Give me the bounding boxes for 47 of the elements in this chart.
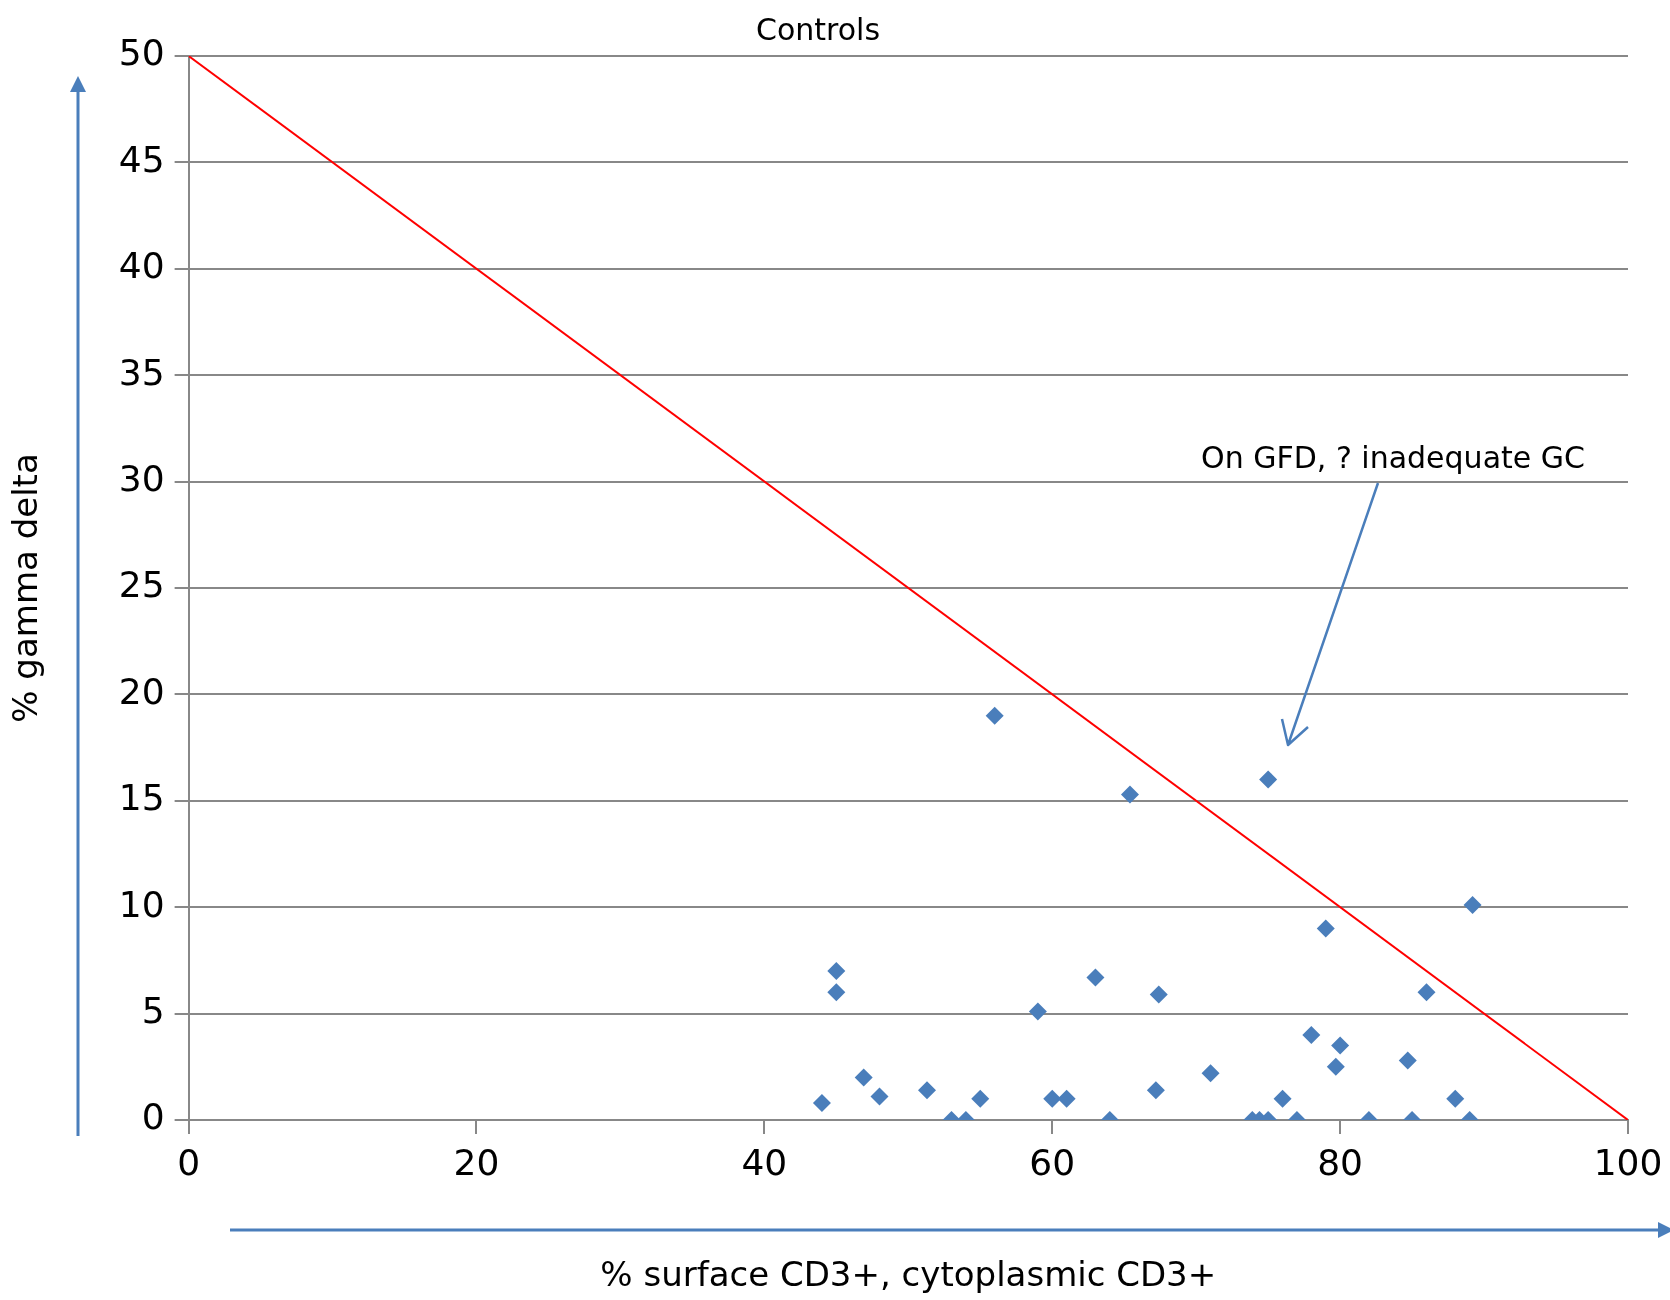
y-tick-label: 5 [141,989,165,1031]
point [1302,1025,1321,1044]
point [1398,1051,1417,1070]
chart-title: Controls [755,11,881,47]
point [1259,770,1278,789]
point [1446,1089,1465,1108]
x-tick-label: 0 [177,1141,201,1183]
point [1028,1002,1047,1021]
y-tick-label: 20 [118,670,165,712]
x-tick-label: 100 [1593,1141,1663,1183]
point [1316,919,1335,938]
point [1417,983,1436,1002]
y-axis-title: % gamma delta [5,453,46,723]
point [1057,1089,1076,1108]
y-tick-label: 0 [141,1096,165,1138]
point [812,1093,831,1112]
x-tick-label: 40 [741,1141,788,1183]
point [985,706,1004,725]
y-tick-label: 50 [118,32,165,74]
point [1043,1089,1062,1108]
point [870,1087,889,1106]
point [1331,1036,1350,1055]
point [827,983,846,1002]
y-tick-label: 35 [118,351,165,393]
y-tick-label: 10 [118,883,165,925]
point [971,1089,990,1108]
y-tick-label: 40 [118,245,165,287]
point [1201,1064,1220,1083]
y-tick-label: 45 [118,138,165,180]
point [1326,1057,1345,1076]
annotation: On GFD, ? inadequate GC [1201,439,1585,475]
y-tick-label: 25 [118,564,165,606]
y-tick-label: 15 [118,777,165,819]
point [1086,968,1105,987]
x-axis-title: % surface CD3+, cytoplasmic CD3+ [600,1254,1217,1295]
point [1146,1081,1165,1100]
point [1273,1089,1292,1108]
x-tick-label: 60 [1029,1141,1076,1183]
point [918,1081,937,1100]
point [1463,896,1482,915]
x-tick-label: 80 [1317,1141,1364,1183]
y-tick-label: 30 [118,457,165,499]
point [1120,785,1139,804]
point [827,962,846,981]
point [854,1068,873,1087]
x-tick-label: 20 [453,1141,500,1183]
point [1149,985,1168,1004]
